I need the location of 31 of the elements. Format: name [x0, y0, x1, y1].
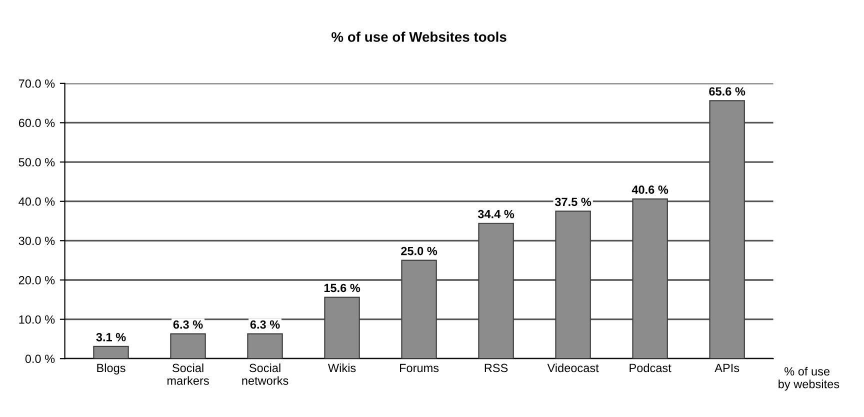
data-label: 3.1 %	[96, 332, 126, 342]
chart-title: % of use of Websites tools	[332, 32, 506, 42]
data-label: 15.6 %	[324, 284, 360, 292]
x-tick-label: RSS	[484, 364, 508, 372]
x-tick-label: Social networks	[242, 363, 288, 385]
x-tick-label: Podcast	[630, 363, 672, 372]
bar	[555, 210, 591, 359]
data-label: 34.4 %	[478, 210, 514, 218]
y-tick-label: 10.0 %	[19, 315, 55, 324]
data-label: 37.5 %	[554, 198, 592, 206]
y-tick-label: 70.0 %	[18, 79, 55, 88]
y-tick-label: 60.0 %	[18, 118, 55, 128]
x-tick-label: Wikis	[328, 363, 356, 372]
x-tick-label: Blogs	[97, 363, 126, 374]
y-tick-label: 50.0 %	[18, 158, 55, 166]
data-label: 25.0 %	[401, 246, 438, 256]
data-label: 65.6 %	[709, 87, 746, 96]
y-tick-label: 0.0 %	[25, 354, 55, 364]
x-axis-title: % of use by websites	[778, 366, 840, 391]
x-tick-label: Videocast	[547, 363, 599, 372]
data-label: 6.3 %	[173, 320, 203, 329]
data-label: 40.6 %	[632, 186, 668, 194]
x-tick-label: APIs	[714, 364, 740, 372]
bar	[247, 333, 283, 359]
y-tick-label: 30.0 %	[18, 236, 55, 246]
y-tick-label: 40.0 %	[18, 197, 55, 206]
x-tick-label: Forums	[400, 364, 439, 372]
bar	[170, 333, 206, 359]
data-label: 6.3 %	[250, 320, 280, 329]
y-tick-label: 20.0 %	[18, 276, 55, 284]
x-tick-label: Social markers	[167, 363, 209, 385]
